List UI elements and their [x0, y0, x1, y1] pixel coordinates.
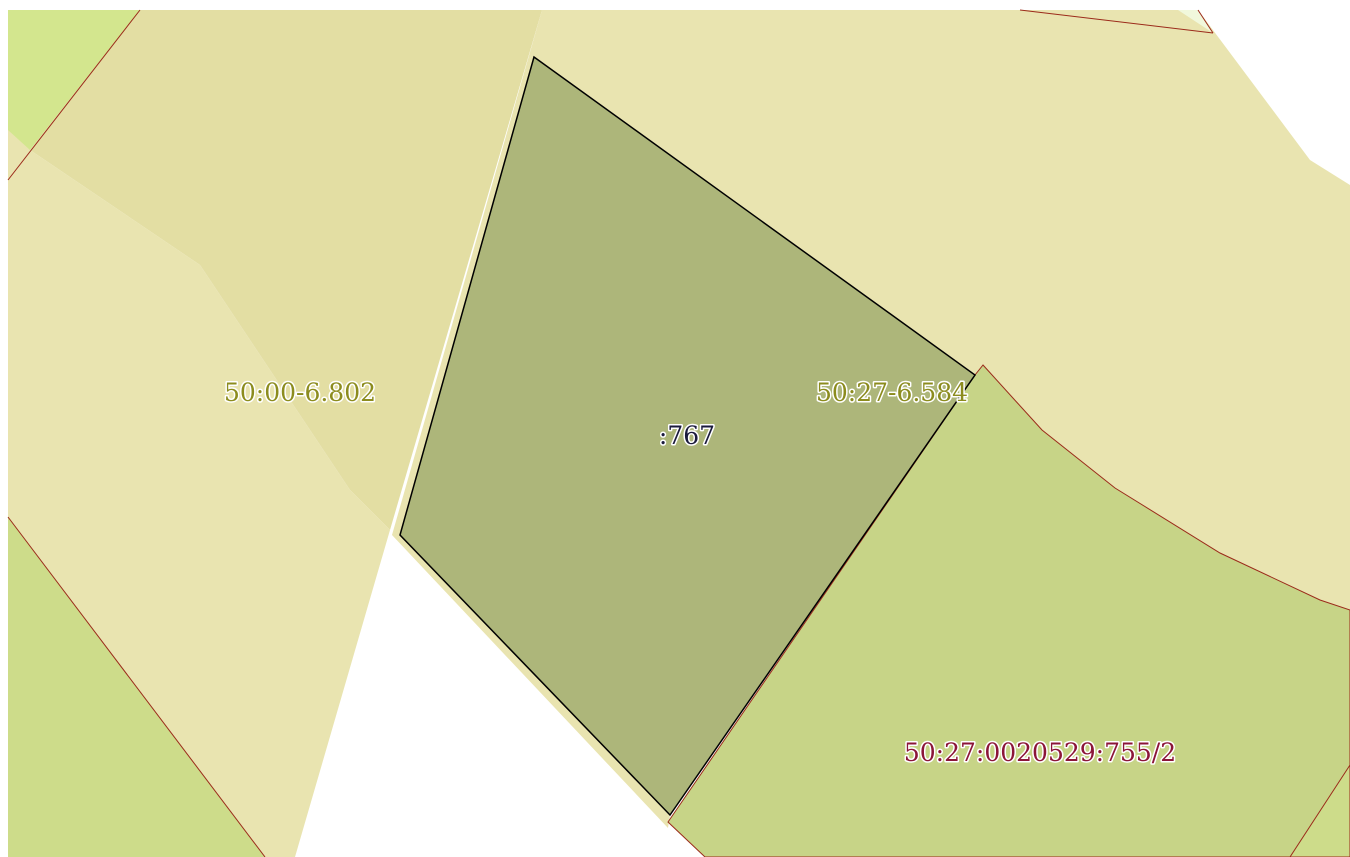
zone-label: 50:00-6.802 — [224, 378, 376, 407]
zone-tan — [30, 10, 542, 530]
parcel-pale — [1178, 10, 1213, 33]
boundary — [1197, 9, 1214, 34]
boundary — [1019, 9, 1214, 34]
parcel-755-2 — [667, 364, 1350, 857]
parcel-green — [1289, 764, 1350, 857]
parcel-green — [8, 10, 140, 180]
parcel-label: 50:27:0020529:755/2 — [904, 738, 1176, 767]
parcel-selected[interactable] — [399, 55, 977, 817]
zone-light — [8, 130, 390, 857]
parcel-label: :767 — [659, 421, 715, 450]
zone-label: 50:27-6.584 — [816, 378, 968, 407]
map-area: 50:00-6.802 :767 50:27-6.584 50:27:00205… — [7, 9, 1350, 857]
zone-light — [392, 10, 1350, 828]
boundary — [7, 516, 266, 857]
boundary — [7, 9, 141, 181]
